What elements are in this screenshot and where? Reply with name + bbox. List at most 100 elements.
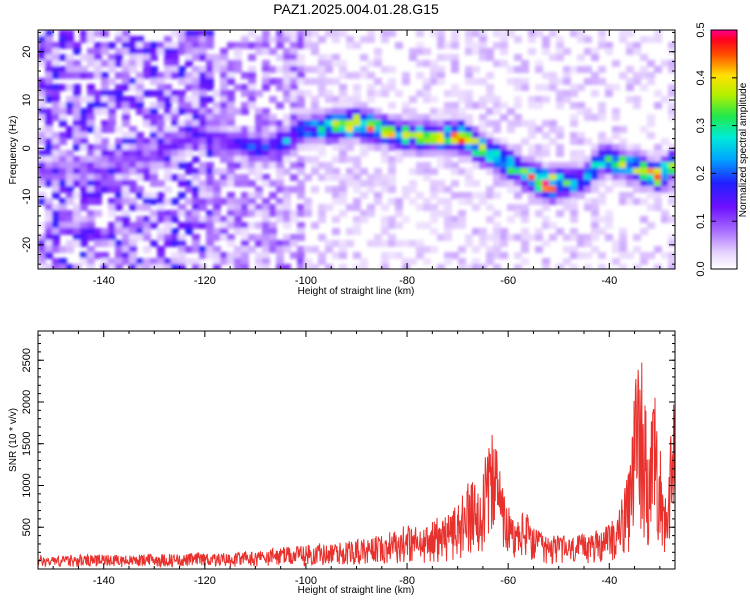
heatmap-cell	[500, 180, 508, 187]
heatmap-cell	[283, 36, 291, 43]
heatmap-cell	[437, 138, 445, 145]
heatmap-cell	[563, 204, 571, 211]
heatmap-cell	[521, 84, 529, 91]
heatmap-cell	[451, 66, 459, 73]
heatmap-cell	[52, 66, 60, 73]
heatmap-cell	[269, 240, 277, 247]
heatmap-cell	[570, 198, 578, 205]
heatmap-cell	[304, 138, 312, 145]
heatmap-cell	[451, 168, 459, 175]
heatmap-cell	[577, 30, 585, 37]
heatmap-cell	[108, 240, 116, 247]
heatmap-cell	[556, 132, 564, 139]
heatmap-cell	[507, 216, 515, 223]
heatmap-cell	[416, 144, 424, 151]
heatmap-cell	[234, 174, 242, 181]
heatmap-cell	[87, 186, 95, 193]
heatmap-cell	[458, 144, 466, 151]
heatmap-cell	[143, 90, 151, 97]
heatmap-cell	[591, 180, 599, 187]
heatmap-cell	[234, 48, 242, 55]
heatmap-cell	[416, 138, 424, 145]
heatmap-cell	[507, 156, 515, 163]
heatmap-cell	[283, 66, 291, 73]
heatmap-cell	[549, 120, 557, 127]
heatmap-cell	[241, 180, 249, 187]
heatmap-cell	[87, 168, 95, 175]
heatmap-cell	[269, 126, 277, 133]
heatmap-cell	[318, 174, 326, 181]
heatmap-cell	[367, 174, 375, 181]
heatmap-cell	[311, 114, 319, 121]
heatmap-cell	[367, 96, 375, 103]
heatmap-cell	[45, 36, 53, 43]
heatmap-cell	[227, 198, 235, 205]
heatmap-cell	[640, 162, 648, 169]
heatmap-cell	[38, 174, 46, 181]
heatmap-cell	[171, 72, 179, 79]
heatmap-cell	[633, 156, 641, 163]
heatmap-cell	[444, 42, 452, 49]
heatmap-cell	[38, 42, 46, 49]
heatmap-cell	[115, 90, 123, 97]
heatmap-cell	[416, 72, 424, 79]
heatmap-cell	[164, 72, 172, 79]
heatmap-cell	[500, 138, 508, 145]
heatmap-cell	[206, 54, 214, 61]
heatmap-cell	[430, 228, 438, 235]
heatmap-cell	[318, 126, 326, 133]
heatmap-cell	[388, 66, 396, 73]
heatmap-cell	[381, 252, 389, 259]
heatmap-cell	[248, 204, 256, 211]
heatmap-cell	[94, 198, 102, 205]
heatmap-cell	[325, 240, 333, 247]
heatmap-cell	[472, 258, 480, 265]
heatmap-cell	[45, 72, 53, 79]
heatmap-cell	[192, 48, 200, 55]
heatmap-cell	[437, 108, 445, 115]
heatmap-cell	[591, 114, 599, 121]
heatmap-cell	[661, 150, 669, 157]
heatmap-cell	[185, 144, 193, 151]
heatmap-cell	[465, 234, 473, 241]
heatmap-cell	[486, 84, 494, 91]
heatmap-cell	[297, 78, 305, 85]
heatmap-cell	[563, 48, 571, 55]
heatmap-cell	[262, 222, 270, 229]
heatmap-cell	[248, 246, 256, 253]
heatmap-cell	[38, 240, 46, 247]
heatmap-cell	[150, 210, 158, 217]
heatmap-cell	[472, 48, 480, 55]
heatmap-cell	[248, 222, 256, 229]
heatmap-cell	[52, 108, 60, 115]
heatmap-cell	[318, 36, 326, 43]
heatmap-cell	[339, 138, 347, 145]
heatmap-cell	[276, 162, 284, 169]
heatmap-cell	[556, 186, 564, 193]
heatmap-cell	[535, 174, 543, 181]
heatmap-cell	[500, 156, 508, 163]
heatmap-cell	[192, 30, 200, 37]
heatmap-cell	[507, 150, 515, 157]
heatmap-cell	[535, 150, 543, 157]
heatmap-cell	[227, 210, 235, 217]
heatmap-cell	[395, 210, 403, 217]
heatmap-cell	[514, 150, 522, 157]
heatmap-cell	[213, 264, 221, 269]
heatmap-cell	[612, 144, 620, 151]
heatmap-cell	[598, 42, 606, 49]
heatmap-cell	[248, 210, 256, 217]
heatmap-cell	[178, 132, 186, 139]
heatmap-cell	[647, 72, 655, 79]
heatmap-cell	[199, 192, 207, 199]
heatmap-cell	[255, 48, 263, 55]
heatmap-cell	[619, 192, 627, 199]
heatmap-cell	[262, 108, 270, 115]
heatmap-cell	[661, 180, 669, 187]
heatmap-cell	[80, 234, 88, 241]
heatmap-cell	[507, 144, 515, 151]
heatmap-cell	[451, 252, 459, 259]
heatmap-cell	[472, 204, 480, 211]
heatmap-cell	[577, 252, 585, 259]
heatmap-cell	[73, 234, 81, 241]
